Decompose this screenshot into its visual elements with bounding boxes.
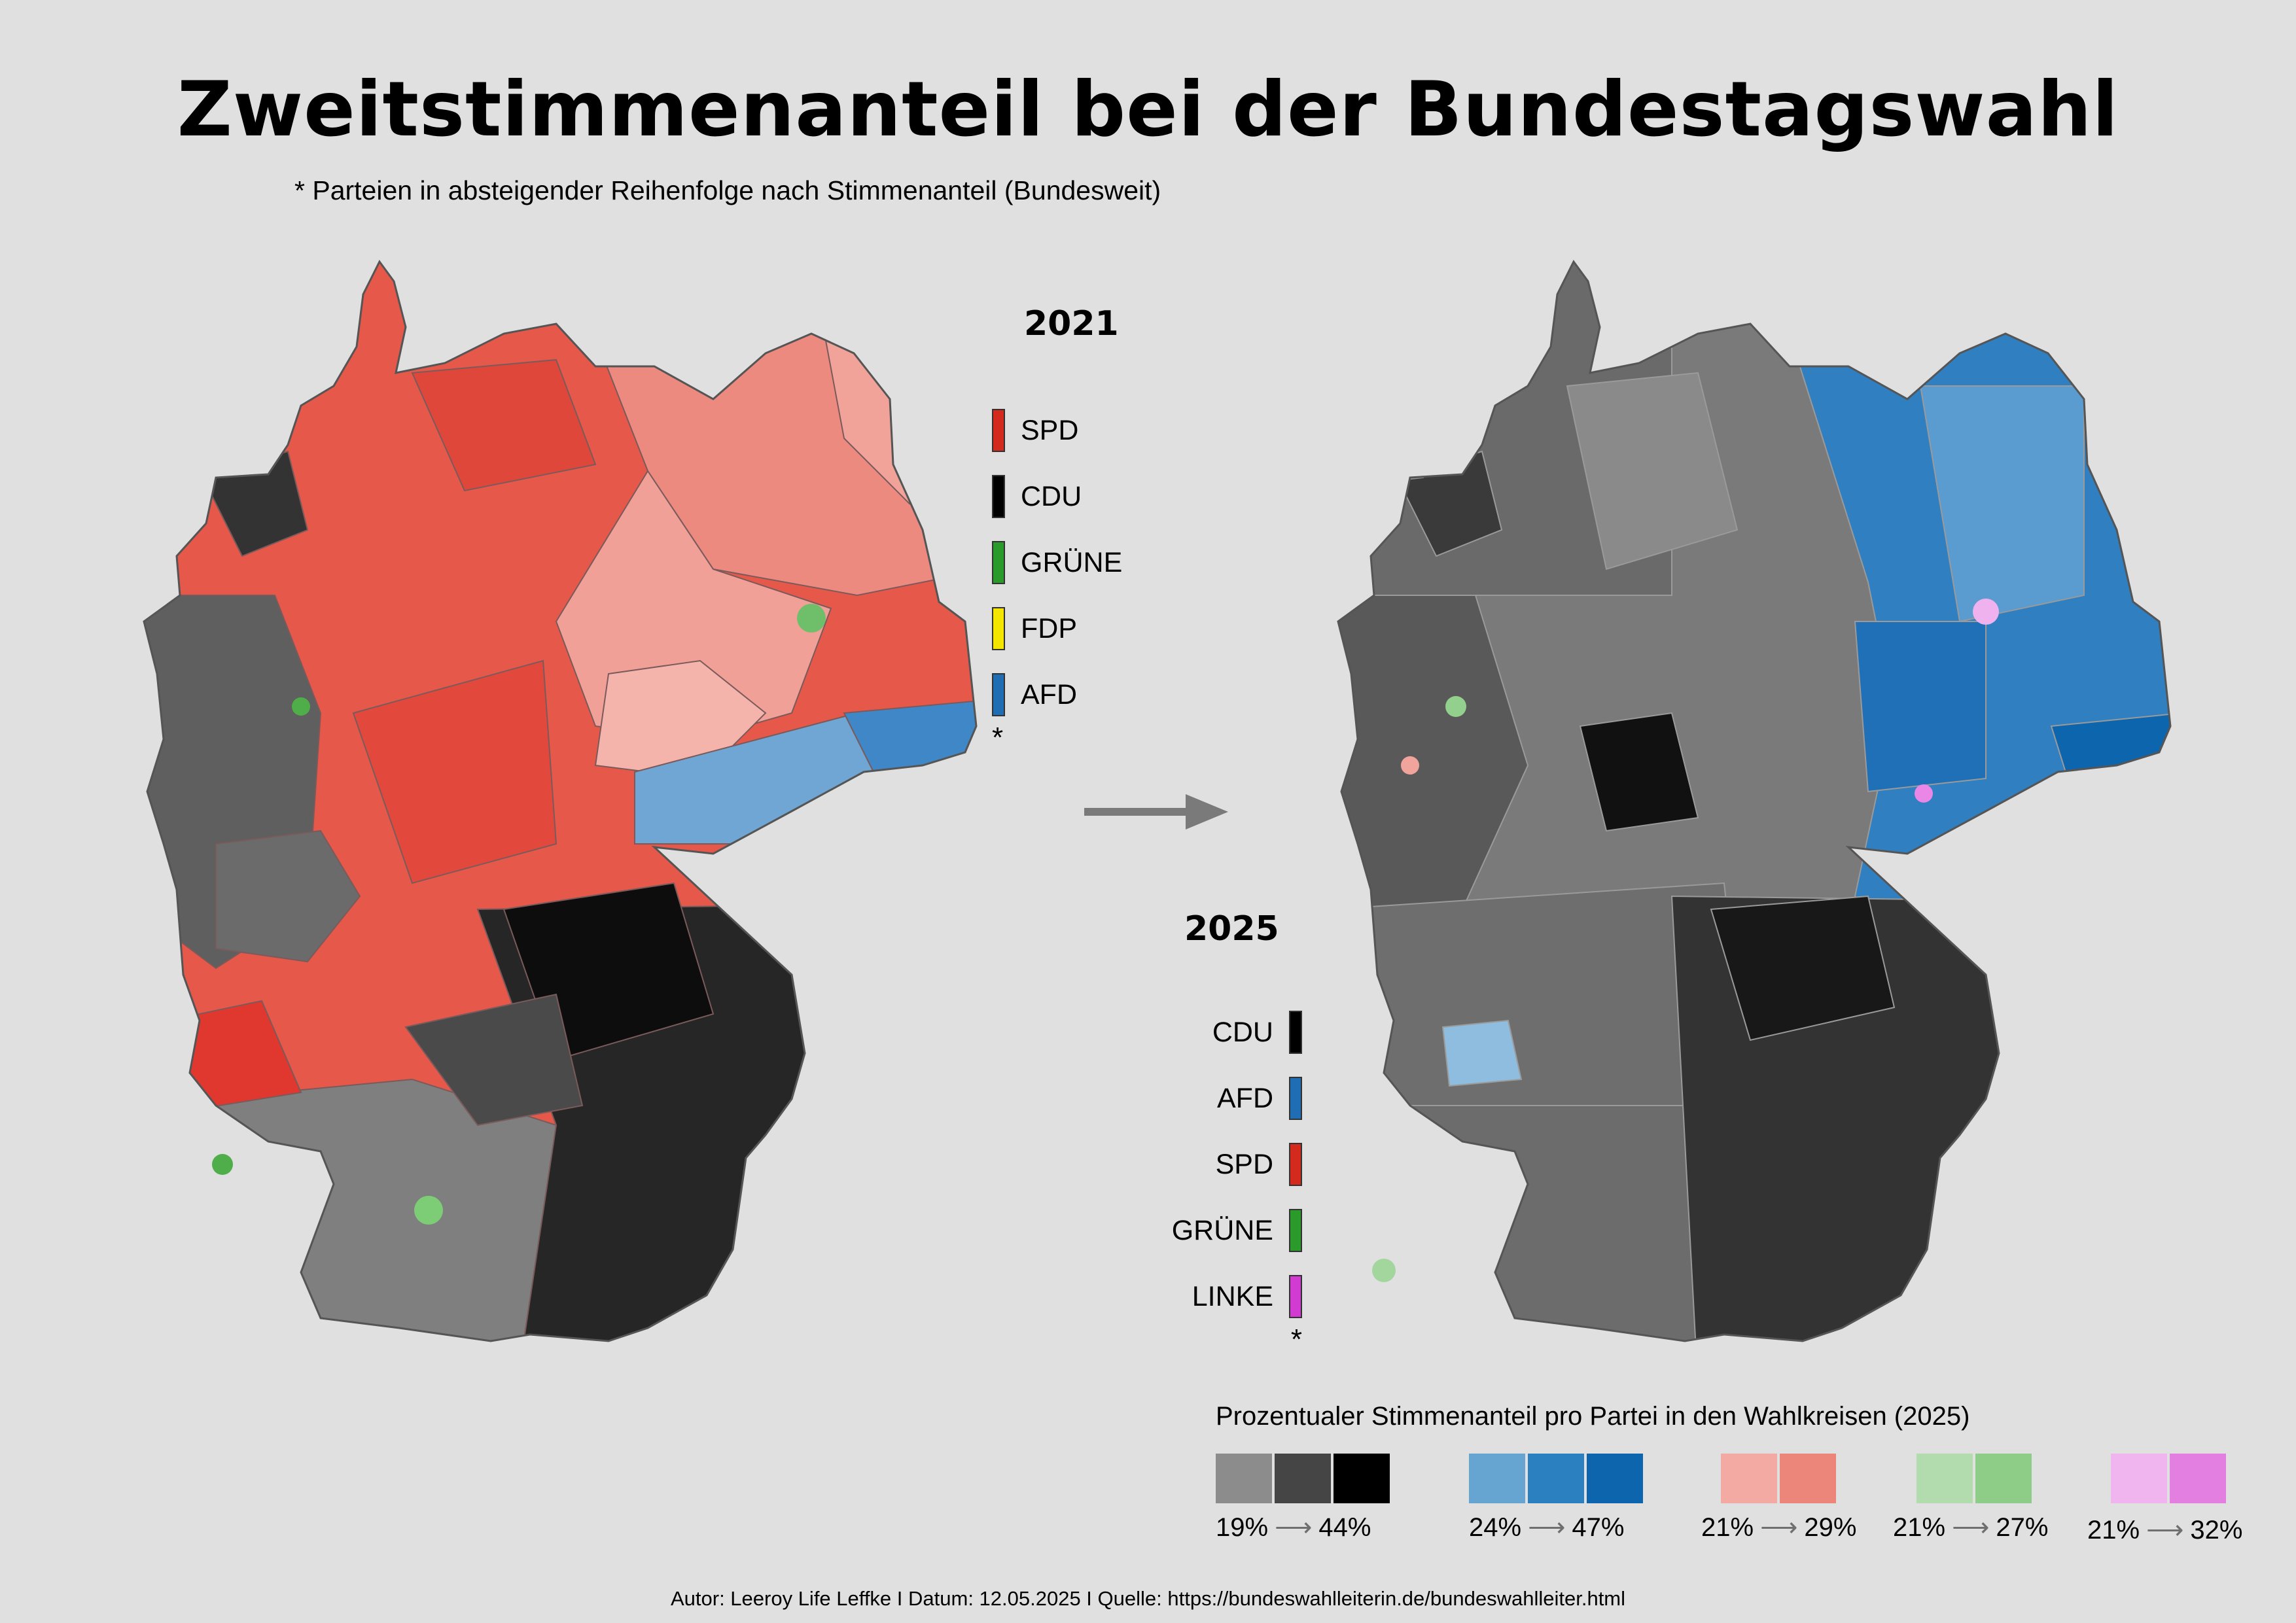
scale-cdu-swatch-2 bbox=[1275, 1454, 1331, 1503]
map-2025 bbox=[1337, 260, 2172, 1342]
scale-afd-max: 47% bbox=[1572, 1512, 1625, 1542]
scale-afd-swatch-2 bbox=[1528, 1454, 1584, 1503]
scale-spd-min: 21% bbox=[1701, 1512, 1754, 1542]
legend-2021-item-2: CDU bbox=[992, 475, 1122, 518]
scale-afd-min: 24% bbox=[1469, 1512, 1522, 1542]
scale-cdu: 19% ⟶ 44% bbox=[1216, 1454, 1390, 1543]
scale-cdu-max: 44% bbox=[1318, 1512, 1371, 1542]
page-title: Zweitstimmenanteil bei der Bundestagswah… bbox=[177, 65, 2119, 154]
legend-2025-label-2: AFD bbox=[1217, 1082, 1273, 1114]
scale-spd-swatch-2 bbox=[1780, 1454, 1836, 1503]
legend-2021-swatch-3 bbox=[992, 541, 1005, 584]
legend-2025: CDU AFD SPD GRÜNE LINKE * bbox=[1112, 1011, 1302, 1356]
scale-afd-swatch-1 bbox=[1469, 1454, 1525, 1503]
transition-arrow bbox=[1084, 794, 1228, 829]
legend-2025-label-3: SPD bbox=[1215, 1148, 1273, 1180]
scale-gruene-min: 21% bbox=[1893, 1512, 1946, 1542]
legend-2025-item-1: CDU bbox=[1112, 1011, 1302, 1054]
scale-afd: 24% ⟶ 47% bbox=[1469, 1454, 1643, 1543]
scale-spd-max: 29% bbox=[1804, 1512, 1857, 1542]
legend-2021-item-3: GRÜNE bbox=[992, 541, 1122, 584]
scale-linke-swatch-2 bbox=[2170, 1454, 2226, 1503]
scale-cdu-min: 19% bbox=[1216, 1512, 1269, 1542]
scale-spd: 21% ⟶ 29% bbox=[1701, 1454, 1856, 1543]
legend-2025-label-5: LINKE bbox=[1192, 1280, 1273, 1312]
arrow-right-icon: ⟶ bbox=[1760, 1513, 1798, 1542]
scale-gruene-max: 27% bbox=[1996, 1512, 2049, 1542]
footer-credits: Autor: Leeroy Life Leffke I Datum: 12.05… bbox=[670, 1587, 1626, 1610]
legend-2025-swatch-1 bbox=[1289, 1011, 1302, 1054]
legend-2021-swatch-4 bbox=[992, 607, 1005, 650]
legend-2025-swatch-4 bbox=[1289, 1209, 1302, 1252]
legend-2021-label-5: AFD bbox=[1021, 678, 1077, 710]
legend-2021-label-2: CDU bbox=[1021, 480, 1082, 512]
legend-2021-year: 2021 bbox=[1024, 304, 1119, 343]
scale-legend-title: Prozentualer Stimmenanteil pro Partei in… bbox=[1216, 1402, 1970, 1431]
scale-gruene-swatch-1 bbox=[1916, 1454, 1973, 1503]
legend-2021-label-1: SPD bbox=[1021, 414, 1079, 446]
scale-spd-swatch-1 bbox=[1721, 1454, 1777, 1503]
scale-linke: 21% ⟶ 32% bbox=[2087, 1454, 2242, 1545]
scale-afd-swatch-3 bbox=[1587, 1454, 1643, 1503]
map-2021 bbox=[143, 260, 978, 1342]
legend-2021-item-4: FDP bbox=[992, 607, 1122, 650]
legend-2025-note: * bbox=[1290, 1323, 1302, 1355]
legend-2025-item-5: LINKE bbox=[1112, 1275, 1302, 1318]
legend-2021-label-4: FDP bbox=[1021, 612, 1077, 644]
scale-cdu-swatch-1 bbox=[1216, 1454, 1272, 1503]
scale-linke-max: 32% bbox=[2190, 1515, 2243, 1544]
scale-gruene-swatch-2 bbox=[1975, 1454, 2032, 1503]
scale-cdu-swatch-3 bbox=[1333, 1454, 1390, 1503]
legend-2025-item-2: AFD bbox=[1112, 1077, 1302, 1120]
scale-linke-swatch-1 bbox=[2111, 1454, 2167, 1503]
legend-2025-item-3: SPD bbox=[1112, 1143, 1302, 1186]
legend-2025-swatch-2 bbox=[1289, 1077, 1302, 1120]
page-subtitle: * Parteien in absteigender Reihenfolge n… bbox=[294, 175, 1161, 205]
legend-2025-label-4: GRÜNE bbox=[1171, 1214, 1273, 1246]
legend-2025-year: 2025 bbox=[1184, 909, 1279, 949]
legend-2021-item-1: SPD bbox=[992, 409, 1122, 452]
legend-2021-note: * bbox=[992, 722, 1004, 754]
legend-2021-item-5: AFD bbox=[992, 673, 1122, 716]
legend-2025-label-1: CDU bbox=[1212, 1016, 1273, 1048]
arrow-right-icon: ⟶ bbox=[2146, 1516, 2184, 1544]
arrow-right-icon: ⟶ bbox=[1952, 1513, 1990, 1542]
legend-2025-item-4: GRÜNE bbox=[1112, 1209, 1302, 1252]
scale-gruene: 21% ⟶ 27% bbox=[1893, 1454, 2048, 1543]
legend-2021-swatch-5 bbox=[992, 673, 1005, 716]
scale-linke-min: 21% bbox=[2087, 1515, 2140, 1544]
legend-2021-swatch-1 bbox=[992, 409, 1005, 452]
legend-2021-swatch-2 bbox=[992, 475, 1005, 518]
legend-2021-label-3: GRÜNE bbox=[1021, 546, 1123, 578]
legend-2025-swatch-3 bbox=[1289, 1143, 1302, 1186]
arrow-right-icon: ⟶ bbox=[1275, 1513, 1313, 1542]
legend-2021: SPD CDU GRÜNE FDP AFD * bbox=[992, 409, 1122, 754]
legend-2025-swatch-5 bbox=[1289, 1275, 1302, 1318]
arrow-right-icon: ⟶ bbox=[1528, 1513, 1566, 1542]
